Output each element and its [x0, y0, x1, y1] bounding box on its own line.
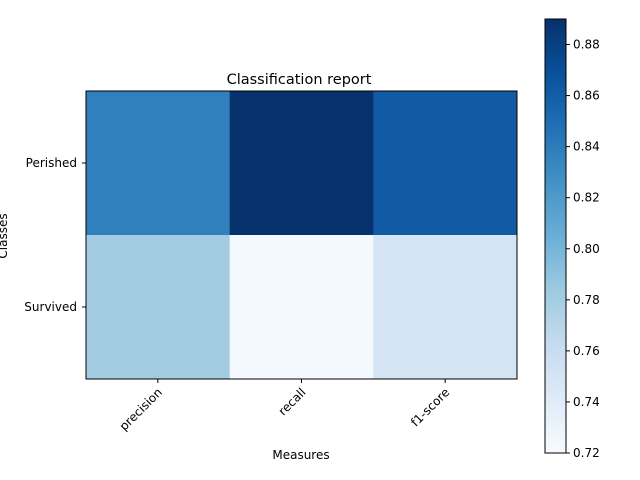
x-tick-label: precision — [117, 385, 165, 433]
y-axis-ticks: Perished Survived — [24, 156, 86, 314]
colorbar-tick-label: 0.88 — [573, 38, 600, 52]
x-tick-label: recall — [276, 385, 309, 418]
colorbar-tick-label: 0.72 — [573, 446, 600, 460]
chart-title: Classification report — [227, 72, 372, 88]
heatmap-cell-survived-precision — [86, 235, 231, 380]
colorbar-tick-label: 0.84 — [573, 140, 600, 154]
x-tick-label: f1-score — [408, 385, 452, 429]
colorbar-tick-label: 0.86 — [573, 89, 600, 103]
heatmap-cells — [86, 91, 518, 380]
colorbar-ticks: 0.72 0.74 0.76 0.78 0.80 0.82 0.84 0.86 0.88 — [566, 38, 600, 460]
y-axis-label: Classes — [0, 213, 10, 258]
colorbar-tick-label: 0.78 — [573, 293, 600, 307]
x-axis-label: Measures — [272, 448, 329, 462]
heatmap-cell-survived-f1-score — [373, 235, 518, 380]
colorbar — [544, 18, 567, 454]
colorbar-tick-label: 0.82 — [573, 191, 600, 205]
colorbar-tick-label: 0.80 — [573, 242, 600, 256]
colorbar-tick-label: 0.76 — [573, 344, 600, 358]
heatmap-cell-perished-f1-score — [373, 91, 518, 236]
heatmap-cell-survived-recall — [229, 235, 374, 380]
y-tick-label: Perished — [26, 156, 77, 170]
y-tick-label: Survived — [24, 300, 77, 314]
x-axis-ticks: precision recall f1-score — [117, 379, 452, 433]
heatmap-cell-perished-recall — [229, 91, 374, 236]
heatmap-cell-perished-precision — [86, 91, 231, 236]
colorbar-tick-label: 0.74 — [573, 395, 600, 409]
